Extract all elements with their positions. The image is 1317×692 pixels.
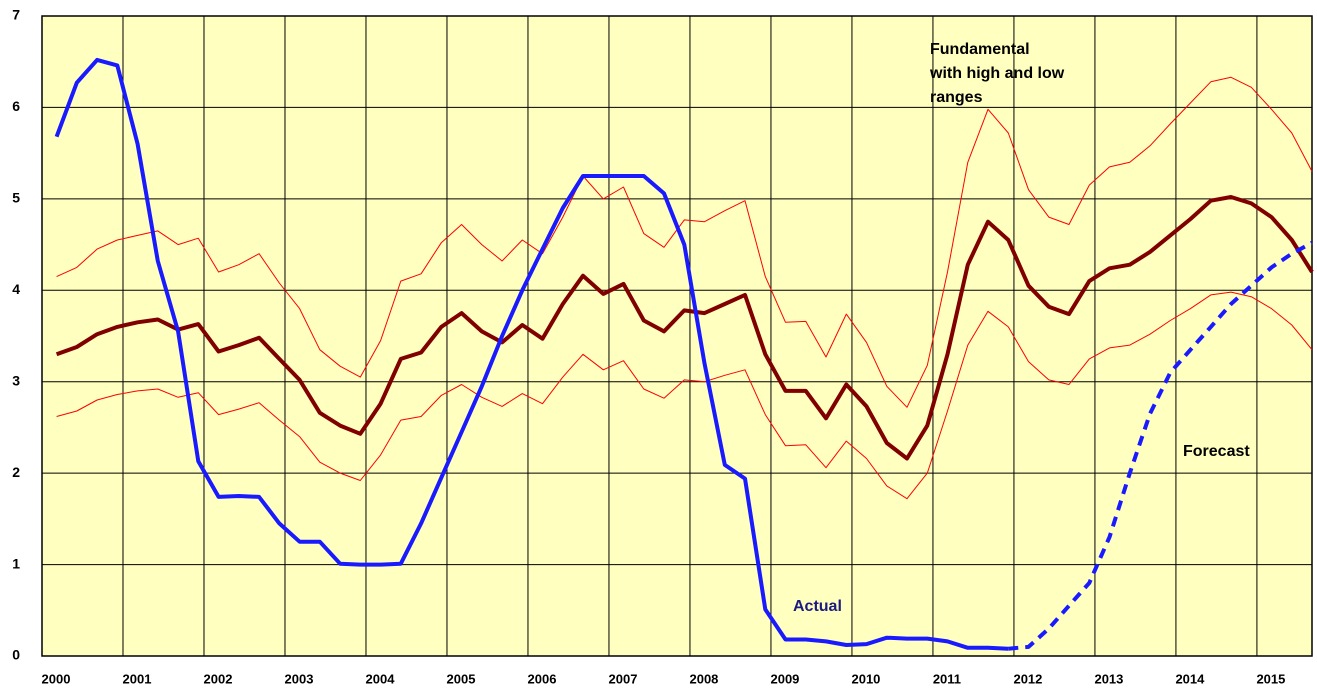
x-tick-label: 2005 [447,671,476,686]
y-tick-label: 3 [12,372,20,388]
x-tick-label: 2002 [204,671,233,686]
series-line [56,291,1313,500]
x-tick-label: 2011 [933,671,961,686]
annotation: Fundamental [930,41,1030,58]
y-tick-label: 7 [12,7,20,23]
plot-border [41,15,1313,657]
x-tick-label: 2010 [851,671,880,686]
y-tick-label: 6 [12,98,20,114]
x-tick-label: 2013 [1094,671,1123,686]
series-line [1008,240,1313,651]
x-tick-label: 2009 [770,671,799,686]
x-tick-label: 2008 [689,671,718,686]
x-tick-label: 2004 [366,671,396,686]
y-tick-label: 1 [12,555,20,571]
series-line [55,195,1314,461]
series-line [54,57,1009,651]
x-tick-label: 2014 [1175,671,1205,686]
x-tick-label: 2001 [123,671,152,686]
x-tick-label: 2007 [609,671,638,686]
series-line [56,76,1313,408]
plot-area [42,16,1312,656]
x-tick-label: 2003 [285,671,314,686]
y-tick-label: 4 [12,281,20,297]
x-tick-label: 2012 [1013,671,1042,686]
y-tick-label: 2 [12,464,20,480]
x-tick-label: 2015 [1256,671,1285,686]
annotation: Actual [793,598,842,615]
annotation: Forecast [1183,443,1250,460]
y-tick-label: 5 [12,190,20,206]
y-tick-label: 0 [12,647,20,663]
annotation: ranges [930,89,983,106]
annotation: with high and low [929,65,1065,82]
x-tick-label: 2006 [528,671,557,686]
x-tick-label: 2000 [42,671,71,686]
